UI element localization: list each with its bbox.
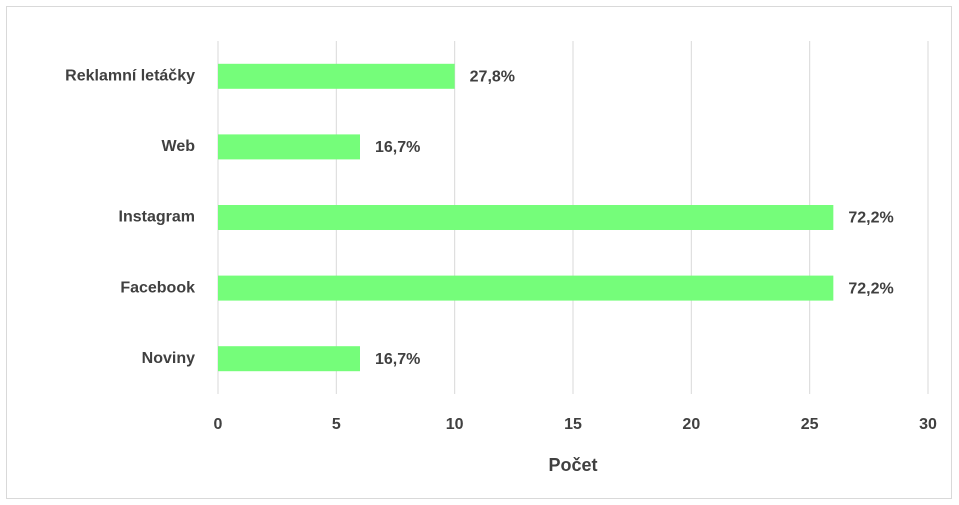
bar [218,134,360,160]
y-tick-label: Facebook [120,279,195,296]
y-tick-label: Reklamní letáčky [65,68,195,85]
x-tick-label: 15 [564,416,582,433]
data-label: 72,2% [848,280,893,297]
x-tick-label: 0 [214,416,223,433]
bar [218,205,834,230]
data-label: 16,7% [375,139,420,156]
x-tick-label: 30 [919,416,937,433]
y-tick-label: Instagram [119,209,195,226]
bar [218,63,455,89]
x-tick-label: 5 [332,416,341,433]
bar [218,275,834,301]
data-label: 27,8% [470,69,515,86]
chart-border [6,6,952,499]
y-tick-label: Web [162,138,196,155]
x-tick-label: 20 [682,416,700,433]
data-label: 72,2% [848,210,893,227]
x-axis-title: Počet [548,455,597,475]
x-tick-label: 10 [446,416,464,433]
bar [218,346,360,372]
y-tick-label: Noviny [142,350,195,367]
data-label: 16,7% [375,351,420,368]
x-tick-label: 25 [801,416,819,433]
